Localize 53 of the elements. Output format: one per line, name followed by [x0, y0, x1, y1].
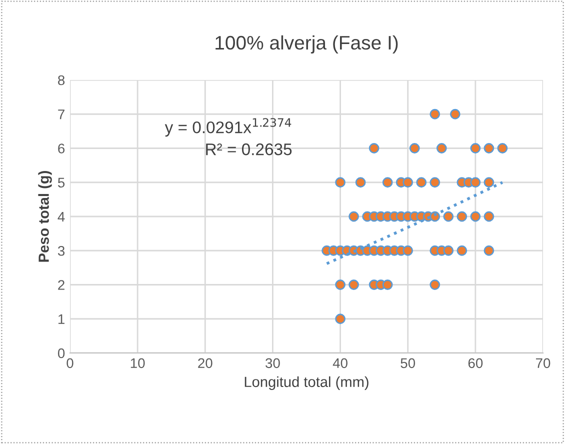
y-tick-label: 8	[58, 75, 65, 86]
point	[348, 211, 359, 222]
x-tick-label: 20	[198, 358, 212, 368]
x-tick-label: 0	[66, 358, 74, 368]
x-tick-label: 50	[400, 358, 416, 368]
x-tick-label: 60	[468, 358, 483, 368]
point	[430, 108, 440, 120]
point	[443, 245, 454, 256]
x-tick-label: 10	[130, 358, 145, 368]
point	[430, 280, 440, 290]
line-series	[325, 180, 504, 265]
y-tick-label: 5	[58, 178, 65, 188]
point	[470, 143, 481, 154]
point	[430, 177, 440, 188]
point	[368, 143, 380, 154]
x-tick-label: 40	[332, 358, 348, 368]
y-tick-label: 0	[58, 348, 65, 358]
point	[335, 177, 346, 188]
point	[484, 177, 494, 188]
y-tick-label: 1	[58, 314, 64, 324]
point	[335, 314, 346, 324]
point	[382, 177, 393, 188]
point	[450, 108, 460, 120]
point	[382, 280, 393, 290]
point	[443, 211, 454, 222]
y-tick-label: 3	[58, 246, 65, 256]
point	[484, 211, 494, 222]
point	[484, 245, 494, 256]
y-tick-label: 7	[58, 110, 64, 120]
point	[335, 280, 346, 290]
point	[402, 245, 414, 256]
y-axis-title: Peso total (g)	[38, 171, 52, 262]
annotation: R² = 0.2635	[206, 143, 292, 156]
point	[436, 143, 447, 154]
point	[456, 245, 468, 256]
point	[348, 280, 359, 290]
x-axis-title: Longitud total (mm)	[244, 376, 368, 390]
point	[456, 211, 468, 222]
point	[470, 211, 481, 222]
point	[470, 177, 481, 188]
x-tick-label: 30	[266, 358, 280, 368]
chart-title: 100% alverja (Fase I)	[216, 35, 398, 54]
x-tick-label: 70	[536, 358, 550, 368]
point	[355, 177, 366, 188]
point	[484, 143, 494, 154]
point	[497, 143, 508, 154]
annotation: y = 0.0291x$^{1.2374}$	[164, 118, 292, 137]
point	[416, 177, 427, 188]
y-tick-label: 6	[58, 144, 65, 154]
y-tick-label: 4	[58, 212, 65, 222]
point	[402, 177, 414, 188]
y-tick-label: 2	[58, 280, 64, 290]
point	[409, 143, 420, 154]
